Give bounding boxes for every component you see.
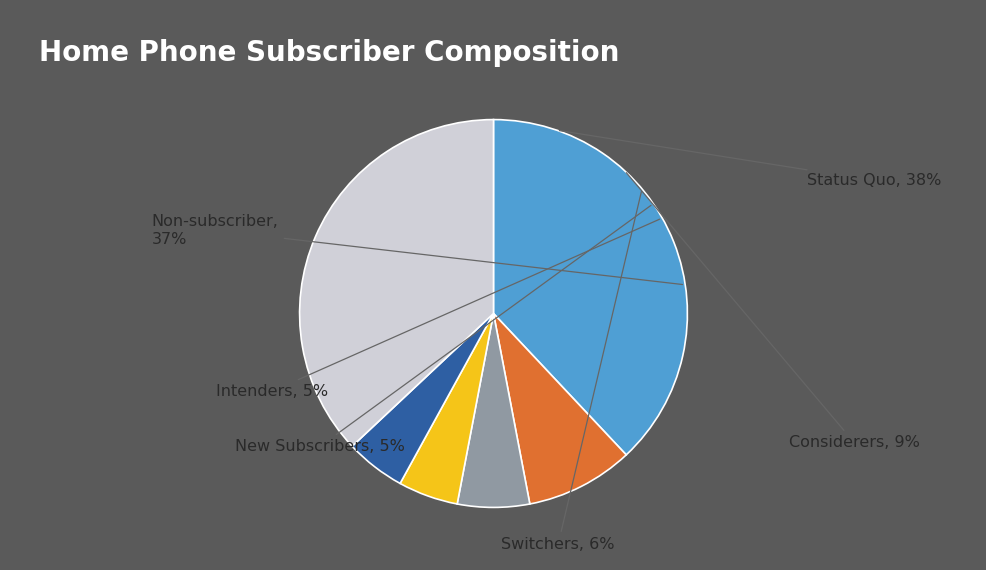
Text: Status Quo, 38%: Status Quo, 38% [559, 131, 941, 188]
Wedge shape [352, 314, 493, 483]
Wedge shape [493, 314, 625, 504]
Text: Home Phone Subscriber Composition: Home Phone Subscriber Composition [38, 39, 618, 67]
Text: Non-subscriber,
37%: Non-subscriber, 37% [152, 214, 682, 284]
Text: Intenders, 5%: Intenders, 5% [216, 219, 659, 398]
Wedge shape [399, 314, 493, 504]
Wedge shape [493, 120, 686, 455]
Text: Considerers, 9%: Considerers, 9% [626, 173, 919, 450]
Text: New Subscribers, 5%: New Subscribers, 5% [235, 205, 651, 454]
Wedge shape [457, 314, 529, 507]
Text: Switchers, 6%: Switchers, 6% [501, 192, 641, 552]
Wedge shape [300, 120, 493, 446]
